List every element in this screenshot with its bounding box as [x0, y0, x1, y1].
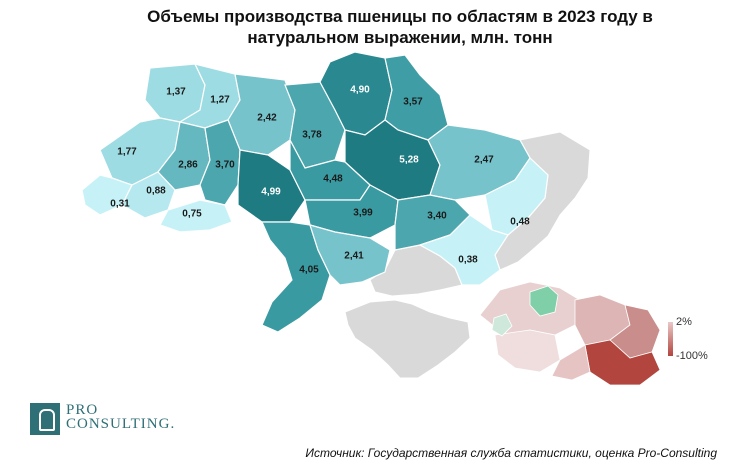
- label-sumy: 3,57: [403, 97, 423, 108]
- inset-region: [491, 313, 513, 337]
- region-mykolaiv: [309, 224, 391, 286]
- label-khmelnytskyi: 3,70: [215, 160, 235, 171]
- label-luhansk: 0,48: [510, 217, 530, 228]
- label-kyiv: 3,78: [302, 130, 322, 141]
- region-chernivtsi: [159, 199, 233, 233]
- label-zaporizhzhia: 0,38: [458, 255, 478, 266]
- label-chernivtsi: 0,75: [182, 209, 202, 220]
- label-mykolaiv: 2,41: [344, 251, 364, 262]
- source-note: Источник: Государственная служба статист…: [305, 446, 717, 460]
- label-chernihiv: 4,90: [350, 85, 370, 96]
- pro-consulting-logo: PRO CONSULTING.: [30, 402, 190, 437]
- label-volyn: 1,37: [166, 87, 186, 98]
- label-vinnytsia: 4,99: [261, 187, 281, 198]
- label-lviv: 1,77: [117, 147, 137, 158]
- inset-region: [584, 339, 661, 386]
- inset-region: [494, 329, 561, 373]
- label-poltava: 5,28: [399, 155, 419, 166]
- label-dnipro: 3,40: [427, 211, 447, 222]
- title-line-1: Объемы производства пшеницы по областям …: [147, 7, 653, 26]
- legend-max-label: 2%: [676, 316, 692, 328]
- chart-title: Объемы производства пшеницы по областям …: [40, 6, 745, 48]
- occupied-area-crimea: [344, 299, 471, 379]
- inset-region: [551, 344, 591, 381]
- logo-mark-icon: [30, 403, 60, 435]
- region-zaporizhzhia: [418, 214, 509, 286]
- label-rivne: 1,27: [210, 95, 230, 106]
- logo-text-consulting: CONSULTING.: [66, 416, 176, 432]
- title-line-2: натуральном выражении, млн. тонн: [247, 28, 553, 47]
- inset-region: [529, 285, 559, 317]
- label-zhytomyr: 2,42: [257, 113, 277, 124]
- legend-min-label: -100%: [676, 350, 708, 362]
- inset-map: [479, 281, 661, 386]
- label-odesa: 4,05: [299, 265, 319, 276]
- legend-gradient-bar: [668, 322, 673, 356]
- logo-text-pro: PRO: [66, 402, 99, 418]
- label-ternopil: 2,86: [178, 160, 198, 171]
- label-ivano-frankivsk: 0,88: [146, 186, 166, 197]
- label-cherkasy: 4,48: [323, 174, 343, 185]
- label-zakarpattia: 0,31: [110, 199, 130, 210]
- label-kharkiv: 2,47: [474, 155, 494, 166]
- label-kirovohrad: 3,99: [353, 208, 373, 219]
